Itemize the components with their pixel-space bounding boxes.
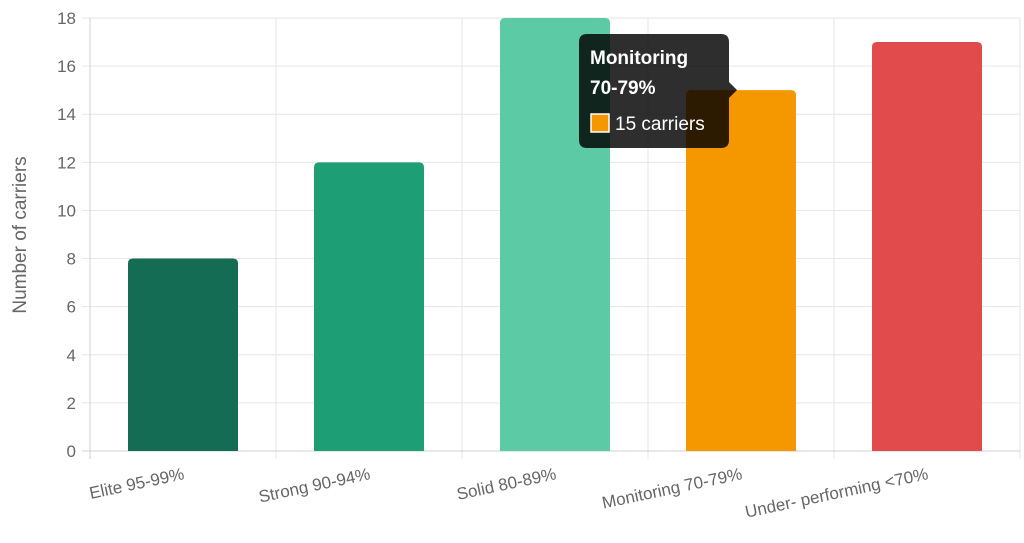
y-tick-label: 16 — [57, 57, 76, 76]
y-tick-label: 10 — [57, 201, 76, 220]
x-tick-label: Under- performing <70% — [743, 464, 929, 521]
tooltip-value: 15 carriers — [615, 114, 705, 135]
y-tick-label: 4 — [67, 346, 76, 365]
bar[interactable] — [314, 162, 424, 452]
y-tick-label: 2 — [67, 394, 76, 413]
tooltip-title: Monitoring — [590, 48, 688, 69]
tooltip-box — [579, 34, 737, 148]
y-tick-labels: 0 2 4 6 8 10 12 14 16 18 — [57, 9, 76, 461]
bar[interactable] — [686, 90, 796, 452]
bar[interactable] — [128, 258, 238, 451]
y-tick-label: 0 — [67, 442, 76, 461]
x-tick-label: Elite 95-99% — [88, 464, 186, 503]
y-tick-label: 18 — [57, 9, 76, 28]
x-tick-labels: Elite 95-99% Strong 90-94% Solid 80-89% Mon… — [88, 464, 930, 521]
y-tick-label: 14 — [57, 105, 76, 124]
x-tick-label: Strong 90-94% — [257, 464, 372, 506]
bar[interactable] — [872, 42, 982, 452]
tooltip-swatch — [590, 113, 610, 133]
y-tick-label: 12 — [57, 153, 76, 172]
x-tick-label: Solid 80-89% — [455, 464, 558, 504]
tooltip-title: 70-79% — [590, 78, 656, 99]
y-axis-label: Number of carriers — [10, 156, 31, 313]
x-tick-label: Monitoring 70-79% — [600, 464, 744, 512]
y-tick-label: 6 — [67, 298, 76, 317]
y-tick-label: 8 — [67, 250, 76, 269]
tooltip: Monitoring 70-79% 15 carriers — [579, 34, 737, 148]
bars — [128, 18, 982, 452]
